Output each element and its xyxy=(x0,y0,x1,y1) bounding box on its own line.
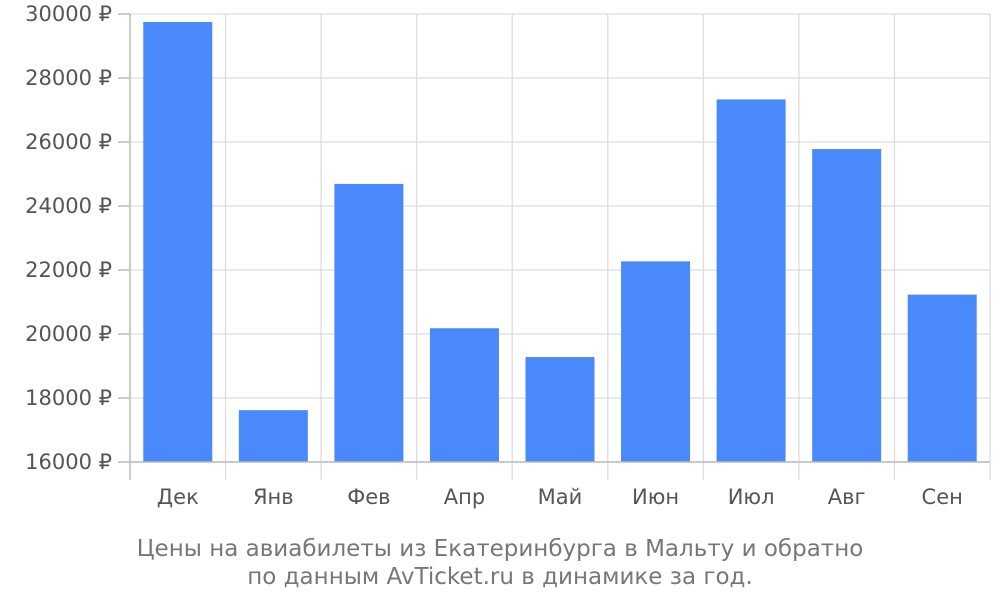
price-bar-chart: 16000 ₽ 18000 ₽ 20000 ₽ 22000 ₽ 24000 ₽ 26000… xyxy=(25,2,991,509)
bar xyxy=(812,149,882,463)
bar xyxy=(143,22,213,462)
axes xyxy=(118,13,990,480)
bar xyxy=(429,328,499,462)
bar xyxy=(238,410,308,462)
chart-caption-line-2: по данным AvTicket.ru в динамике за год. xyxy=(247,564,753,590)
x-tick-label: Янв xyxy=(253,485,294,509)
x-tick-label: Май xyxy=(538,485,583,509)
y-tick-label: 18000 ₽ xyxy=(25,386,112,410)
bar xyxy=(907,294,977,462)
x-tick-label: Дек xyxy=(157,485,199,509)
y-tick-label: 30000 ₽ xyxy=(25,2,112,26)
x-tick-label: Апр xyxy=(444,485,485,509)
y-tick-label: 24000 ₽ xyxy=(25,194,112,218)
grid-lines xyxy=(130,13,991,480)
bars xyxy=(143,22,977,463)
x-tick-label: Июн xyxy=(632,485,679,509)
y-tick-label: 22000 ₽ xyxy=(25,258,112,282)
y-tick-labels: 16000 ₽ 18000 ₽ 20000 ₽ 22000 ₽ 24000 ₽ 26000… xyxy=(25,2,112,474)
bar xyxy=(716,99,786,462)
y-tick-label: 26000 ₽ xyxy=(25,130,112,154)
y-tick-label: 16000 ₽ xyxy=(25,450,112,474)
chart-caption-line-1: Цены на авиабилеты из Екатеринбурга в Ма… xyxy=(136,536,864,562)
bar xyxy=(334,183,404,463)
bar xyxy=(621,261,691,462)
y-tick-label: 28000 ₽ xyxy=(25,66,112,90)
y-tick-label: 20000 ₽ xyxy=(25,322,112,346)
x-tick-label: Сен xyxy=(922,485,963,509)
x-tick-label: Июл xyxy=(728,485,775,509)
bar xyxy=(525,357,595,462)
x-tick-label: Фев xyxy=(347,485,390,509)
x-tick-label: Авг xyxy=(828,485,866,509)
x-tick-labels: Дек Янв Фев Апр Май Июн Июл Авг Сен xyxy=(157,485,963,509)
